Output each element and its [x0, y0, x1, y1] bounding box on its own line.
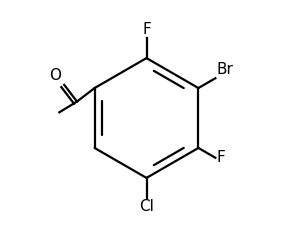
- Text: F: F: [217, 150, 225, 165]
- Text: O: O: [50, 68, 62, 83]
- Text: F: F: [142, 22, 151, 37]
- Text: Cl: Cl: [139, 199, 154, 214]
- Text: Br: Br: [217, 62, 234, 77]
